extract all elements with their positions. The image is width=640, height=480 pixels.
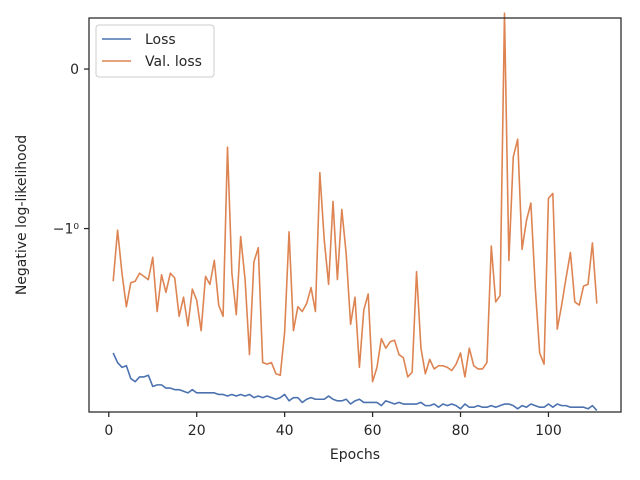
x-axis: 0 20 40 60 80 100 <box>104 412 562 439</box>
series-layer <box>112 12 598 411</box>
x-tick-label: 80 <box>452 423 470 439</box>
x-tick-label: 0 <box>104 423 113 439</box>
x-tick-label: 100 <box>535 423 562 439</box>
legend-label-loss: Loss <box>145 32 176 48</box>
plot-frame <box>88 17 622 413</box>
legend: Loss Val. loss <box>95 24 215 78</box>
series-line-val-loss <box>112 12 598 383</box>
x-axis-label: Epochs <box>330 447 380 463</box>
x-tick-label: 60 <box>364 423 382 439</box>
y-tick-label: 0 <box>70 62 79 78</box>
y-axis: 0 −1⁰ <box>53 62 89 238</box>
x-tick-label: 20 <box>188 423 206 439</box>
series-line-loss <box>112 352 598 411</box>
y-tick-label: −1⁰ <box>53 222 80 238</box>
y-axis-label: Negative log-likelihood <box>14 135 30 295</box>
plot-area <box>89 18 621 412</box>
legend-label-val-loss: Val. loss <box>145 54 202 70</box>
legend-frame <box>95 24 215 78</box>
x-tick-label: 40 <box>276 423 294 439</box>
